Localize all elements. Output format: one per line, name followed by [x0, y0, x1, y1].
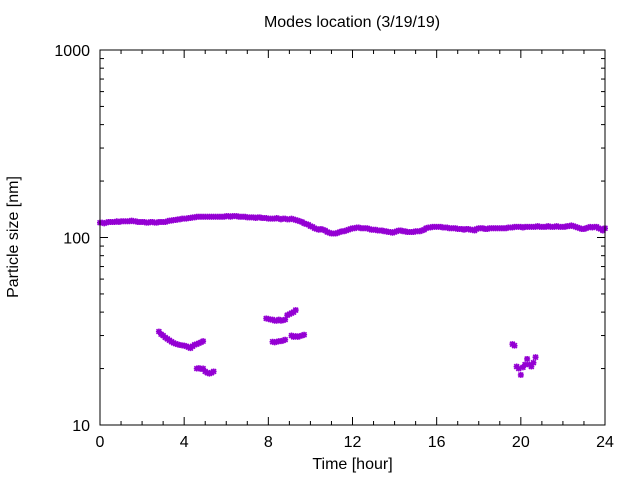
- data-point: [204, 369, 211, 376]
- data-point: [299, 332, 305, 339]
- y-tick-label: 1000: [54, 43, 90, 60]
- plot-frame: [99, 49, 606, 426]
- data-point: [290, 333, 297, 340]
- data-point: [282, 316, 289, 323]
- data-point: [301, 331, 308, 338]
- data-point: [292, 333, 299, 340]
- data-point: [185, 344, 192, 351]
- data-point: [292, 307, 299, 314]
- x-tick-label: 12: [344, 434, 362, 451]
- data-point: [210, 368, 217, 375]
- data-point: [282, 336, 289, 343]
- chart-title: Modes location (3/19/19): [263, 14, 441, 31]
- data-point: [195, 340, 202, 347]
- y-tick-label: 10: [72, 418, 90, 435]
- x-tick-label: 8: [264, 434, 273, 451]
- data-points: [97, 213, 608, 378]
- x-axis-label: Time [hour]: [312, 456, 393, 473]
- data-point: [517, 371, 524, 378]
- x-tick-label: 16: [428, 434, 446, 451]
- x-tick-label: 0: [96, 434, 105, 451]
- data-point: [195, 365, 202, 372]
- x-tick-label: 4: [180, 434, 189, 451]
- y-tick-label: 100: [63, 231, 90, 248]
- data-point: [524, 355, 531, 362]
- data-point: [528, 363, 535, 370]
- data-point: [530, 359, 537, 366]
- data-point: [294, 333, 301, 340]
- data-point: [511, 342, 518, 349]
- data-point: [280, 337, 287, 344]
- data-point: [200, 338, 207, 345]
- data-point: [532, 354, 539, 361]
- data-point: [206, 370, 213, 377]
- data-point: [522, 361, 529, 368]
- axes: 0 4 8 12 16 20 24 10 100 1000: [54, 43, 614, 451]
- data-point: [519, 364, 526, 371]
- data-point: [193, 341, 200, 348]
- data-point: [200, 365, 207, 372]
- x-tick-label: 20: [512, 434, 530, 451]
- data-point: [170, 339, 177, 346]
- x-tick-label: 24: [596, 434, 614, 451]
- data-point: [183, 343, 190, 350]
- data-point: [515, 365, 522, 372]
